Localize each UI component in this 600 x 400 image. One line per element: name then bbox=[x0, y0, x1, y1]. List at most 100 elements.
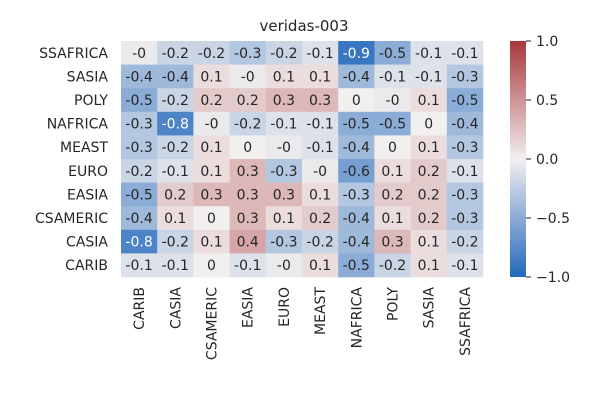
cell-value-label: -0.6 bbox=[343, 164, 370, 180]
cell-value-label: 0.3 bbox=[200, 187, 222, 203]
cell-value-label: -0.2 bbox=[451, 235, 478, 251]
heatmap-cell bbox=[121, 88, 158, 113]
cell-value-label: -0.8 bbox=[162, 117, 189, 133]
cell-value-label: -0.1 bbox=[379, 69, 406, 85]
cell-value-label: 0.1 bbox=[381, 164, 403, 180]
heatmap-cell bbox=[121, 111, 158, 136]
y-tick-label: CARIB bbox=[65, 258, 108, 274]
heatmap-cell bbox=[265, 41, 303, 65]
heatmap-cell bbox=[265, 182, 303, 207]
cell-value-label: 0.1 bbox=[200, 69, 222, 85]
heatmap-cell bbox=[229, 206, 267, 231]
x-tick-label: CASIA bbox=[168, 287, 184, 329]
cell-value-label: -0.1 bbox=[451, 46, 478, 62]
heatmap-cell bbox=[302, 229, 339, 254]
cell-value-label: 0.1 bbox=[418, 93, 440, 109]
cell-value-label: -0.3 bbox=[451, 187, 478, 203]
cell-value-label: -0.9 bbox=[343, 46, 370, 62]
heatmap-cell bbox=[374, 206, 411, 231]
cell-value-label: -0.1 bbox=[306, 117, 333, 133]
heatmap-cell bbox=[265, 111, 303, 136]
heatmap-cell bbox=[265, 135, 303, 160]
heatmap-cell bbox=[265, 88, 303, 113]
heatmap-cell bbox=[265, 159, 303, 183]
cell-value-label: 0.2 bbox=[418, 164, 440, 180]
cell-value-label: 0.3 bbox=[381, 235, 403, 251]
heatmap-cell bbox=[229, 41, 267, 65]
cell-value-label: 0 bbox=[207, 258, 216, 274]
cell-value-label: 0.4 bbox=[237, 235, 259, 251]
cell-value-label: 0.3 bbox=[237, 164, 259, 180]
heatmap-cell bbox=[229, 111, 267, 136]
cell-value-label: 0.3 bbox=[273, 93, 295, 109]
heatmap-cell bbox=[193, 253, 230, 278]
heatmap-cell bbox=[374, 111, 411, 136]
cell-value-label: -0 bbox=[277, 258, 291, 274]
heatmap-cell bbox=[121, 253, 158, 278]
heatmap-cell bbox=[265, 229, 303, 254]
heatmap-cell bbox=[338, 88, 375, 113]
heatmap-cell bbox=[338, 41, 375, 65]
heatmap-cell bbox=[374, 64, 411, 89]
cell-value-label: 0.1 bbox=[309, 187, 331, 203]
cell-value-label: 0.1 bbox=[418, 258, 440, 274]
x-axis-tick-labels: CARIB CASIA CSAMERIC EASIA EURO MEAST NAFRICA P… bbox=[132, 287, 474, 360]
heatmap-cell bbox=[446, 159, 484, 183]
cell-value-label: -0.3 bbox=[125, 140, 152, 156]
heatmap-cell bbox=[193, 182, 230, 207]
cell-value-label: -0.1 bbox=[270, 117, 297, 133]
heatmap-cell bbox=[157, 182, 194, 207]
cell-value-label: -0.4 bbox=[343, 211, 370, 227]
cell-value-label: 0.1 bbox=[164, 211, 186, 227]
y-tick-label: SASIA bbox=[67, 69, 109, 85]
cell-value-label: -0.2 bbox=[162, 93, 189, 109]
heatmap-cell bbox=[229, 135, 267, 160]
cell-value-label: 0.3 bbox=[309, 93, 331, 109]
cell-value-label: -0 bbox=[277, 140, 291, 156]
colorbar-tick-label: 0.0 bbox=[536, 152, 558, 168]
heatmap-cell bbox=[374, 182, 411, 207]
cell-value-label: 0 bbox=[388, 140, 397, 156]
cell-value-label: -0.1 bbox=[306, 46, 333, 62]
colorbar-ticks: 1.0 0.5 0.0 −0.5 −1.0 bbox=[526, 34, 570, 286]
heatmap-cell bbox=[302, 135, 339, 160]
heatmap-cell bbox=[338, 159, 375, 183]
cell-value-label: 0.2 bbox=[200, 93, 222, 109]
heatmap-cell bbox=[157, 111, 194, 136]
heatmap-cell bbox=[338, 229, 375, 254]
cell-value-label: 0.3 bbox=[273, 187, 295, 203]
heatmap-cell bbox=[410, 159, 448, 183]
cell-value-label: 0.3 bbox=[237, 187, 259, 203]
colorbar-tick-label: 0.5 bbox=[536, 93, 558, 109]
heatmap-cell bbox=[302, 64, 339, 89]
heatmap-cell bbox=[410, 41, 448, 65]
heatmap-cell bbox=[410, 64, 448, 89]
cell-value-label: 0.2 bbox=[418, 211, 440, 227]
cell-value-label: 0.1 bbox=[418, 235, 440, 251]
cell-value-label: -0.5 bbox=[343, 258, 370, 274]
heatmap-cell bbox=[446, 41, 484, 65]
cell-value-label: 0.1 bbox=[418, 140, 440, 156]
cell-value-label: -0.5 bbox=[451, 93, 478, 109]
heatmap-cell bbox=[338, 64, 375, 89]
cell-value-label: -0.3 bbox=[451, 69, 478, 85]
cell-value-label: -0.5 bbox=[125, 187, 152, 203]
heatmap-cell bbox=[157, 64, 194, 89]
cell-value-label: -0.1 bbox=[162, 258, 189, 274]
heatmap-cell bbox=[302, 182, 339, 207]
heatmap-cell bbox=[374, 229, 411, 254]
heatmap-cell bbox=[302, 41, 339, 65]
y-tick-label: MEAST bbox=[60, 140, 108, 156]
heatmap-cell bbox=[302, 206, 339, 231]
colorbar bbox=[510, 41, 526, 277]
y-tick-label: POLY bbox=[74, 93, 108, 109]
heatmap-cell bbox=[446, 229, 484, 254]
heatmap-cell bbox=[121, 64, 158, 89]
heatmap-cell bbox=[229, 159, 267, 183]
heatmap-cell bbox=[302, 88, 339, 113]
heatmap-cell bbox=[374, 253, 411, 278]
heatmap-cell bbox=[229, 182, 267, 207]
x-tick-label: NAFRICA bbox=[349, 287, 365, 349]
cell-value-label: -0 bbox=[241, 69, 255, 85]
